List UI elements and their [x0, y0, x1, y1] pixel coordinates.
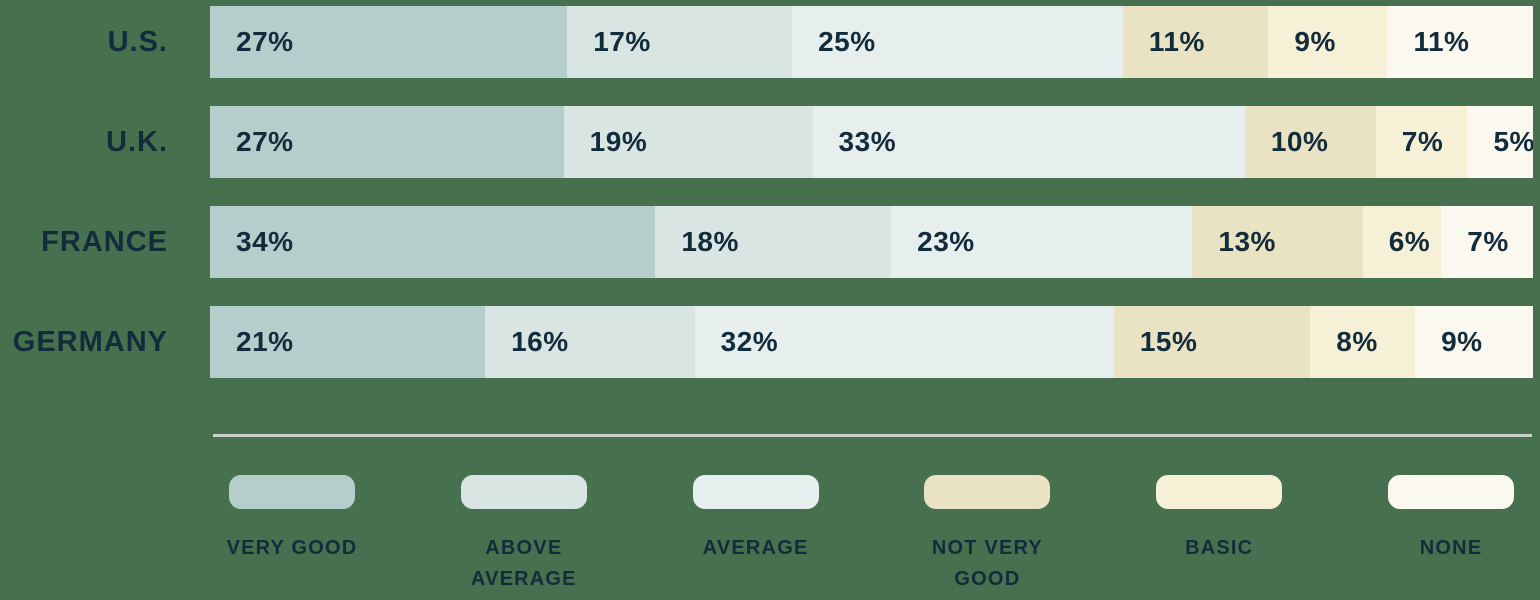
bar-segment-not-very-good: 15% [1113, 306, 1311, 378]
legend: VERY GOOD ABOVE AVERAGE AVERAGE NOT VERY GO… [210, 475, 1533, 595]
segment-value-label: 25% [818, 26, 876, 57]
bar-segment-none: 9% [1415, 306, 1533, 378]
segment-value-label: 16% [511, 326, 569, 357]
bar-track-u-k: 27% 19% 33% 10% 7% 5% [210, 106, 1533, 178]
legend-swatch-very-good [229, 475, 355, 509]
divider-line [213, 434, 1532, 437]
bar-segment-above-average: 19% [563, 106, 813, 178]
segment-value-label: 11% [1413, 26, 1470, 57]
legend-item-above-average: ABOVE AVERAGE [442, 475, 606, 595]
bar-segment-average: 23% [891, 206, 1193, 278]
bar-segment-basic: 8% [1310, 306, 1416, 378]
segment-value-label: 13% [1218, 226, 1276, 257]
bar-segment-very-good: 34% [210, 206, 656, 278]
segment-value-label: 8% [1336, 326, 1378, 357]
segment-value-label: 32% [720, 326, 779, 357]
legend-swatch-basic [1156, 475, 1283, 509]
legend-item-average: AVERAGE [674, 475, 838, 595]
row-label-france: FRANCE [41, 225, 168, 258]
bar-segment-above-average: 16% [485, 306, 695, 378]
bar-segment-very-good: 21% [210, 306, 486, 378]
segment-value-label: 11% [1148, 26, 1205, 57]
bar-segment-basic: 9% [1268, 6, 1388, 78]
bar-segment-average: 25% [792, 6, 1123, 78]
legend-label-very-good: VERY GOOD [226, 537, 358, 559]
row-label-germany: GERMANY [12, 325, 168, 358]
segment-value-label: 19% [589, 126, 648, 157]
bar-row-u-s: U.S. 27% 17% 25% 11% 9% 11% [0, 6, 1540, 78]
segment-value-label: 15% [1139, 326, 1198, 357]
segment-value-label: 9% [1441, 326, 1483, 357]
segment-value-label: 33% [838, 126, 897, 157]
bar-row-germany: GERMANY 21% 16% 32% 15% 8% 9% [0, 306, 1540, 378]
bar-row-u-k: U.K. 27% 19% 33% 10% 7% 5% [0, 106, 1540, 178]
legend-item-none: NONE [1369, 475, 1533, 595]
segment-value-label: 7% [1401, 126, 1444, 157]
segment-value-label: 34% [236, 226, 294, 257]
bar-segment-basic: 7% [1375, 106, 1468, 178]
bar-segment-above-average: 18% [655, 206, 892, 278]
segment-value-label: 6% [1388, 226, 1431, 257]
segment-value-label: 7% [1467, 226, 1509, 257]
segment-value-label: 5% [1493, 126, 1533, 157]
bar-segment-none: 5% [1467, 106, 1533, 178]
legend-label-not-very-good: NOT VERY GOOD [931, 537, 1043, 590]
legend-swatch-none [1387, 475, 1514, 509]
segment-value-label: 18% [681, 226, 739, 257]
segment-value-label: 21% [236, 326, 294, 357]
bar-segment-not-very-good: 13% [1192, 206, 1363, 278]
bar-rows: U.S. 27% 17% 25% 11% 9% 11% U.K. 27% 19% 33% 10% 7% 5… [0, 6, 1540, 378]
row-label-u-k: U.K. [106, 125, 168, 158]
bar-segment-average: 33% [812, 106, 1245, 178]
legend-item-not-very-good: NOT VERY GOOD [905, 475, 1069, 595]
legend-label-above-average: ABOVE AVERAGE [470, 537, 577, 590]
segment-value-label: 23% [917, 226, 975, 257]
segment-value-label: 27% [236, 126, 294, 157]
bar-track-germany: 21% 16% 32% 15% 8% 9% [210, 306, 1533, 378]
legend-label-basic: BASIC [1185, 537, 1254, 559]
legend-label-average: AVERAGE [702, 537, 809, 559]
bar-segment-average: 32% [694, 306, 1114, 378]
bar-segment-not-very-good: 11% [1122, 6, 1269, 78]
legend-label-none: NONE [1419, 537, 1483, 559]
legend-swatch-not-very-good [924, 475, 1051, 509]
bar-segment-not-very-good: 10% [1244, 106, 1376, 178]
row-label-u-s: U.S. [107, 25, 168, 58]
bar-track-u-s: 27% 17% 25% 11% 9% 11% [210, 6, 1533, 78]
segment-value-label: 9% [1294, 26, 1336, 57]
bar-track-france: 34% 18% 23% 13% 6% 7% [210, 206, 1533, 278]
segment-value-label: 10% [1270, 126, 1329, 157]
bar-segment-basic: 6% [1362, 206, 1442, 278]
bar-segment-very-good: 27% [210, 6, 568, 78]
bar-segment-very-good: 27% [210, 106, 564, 178]
legend-swatch-above-average [460, 475, 587, 509]
bar-segment-above-average: 17% [567, 6, 793, 78]
legend-item-basic: BASIC [1137, 475, 1301, 595]
bar-segment-none: 11% [1387, 6, 1533, 78]
bar-segment-none: 7% [1441, 206, 1533, 278]
legend-item-very-good: VERY GOOD [210, 475, 374, 595]
bar-row-france: FRANCE 34% 18% 23% 13% 6% 7% [0, 206, 1540, 278]
legend-swatch-average [692, 475, 819, 509]
segment-value-label: 27% [236, 26, 294, 57]
segment-value-label: 17% [593, 26, 651, 57]
